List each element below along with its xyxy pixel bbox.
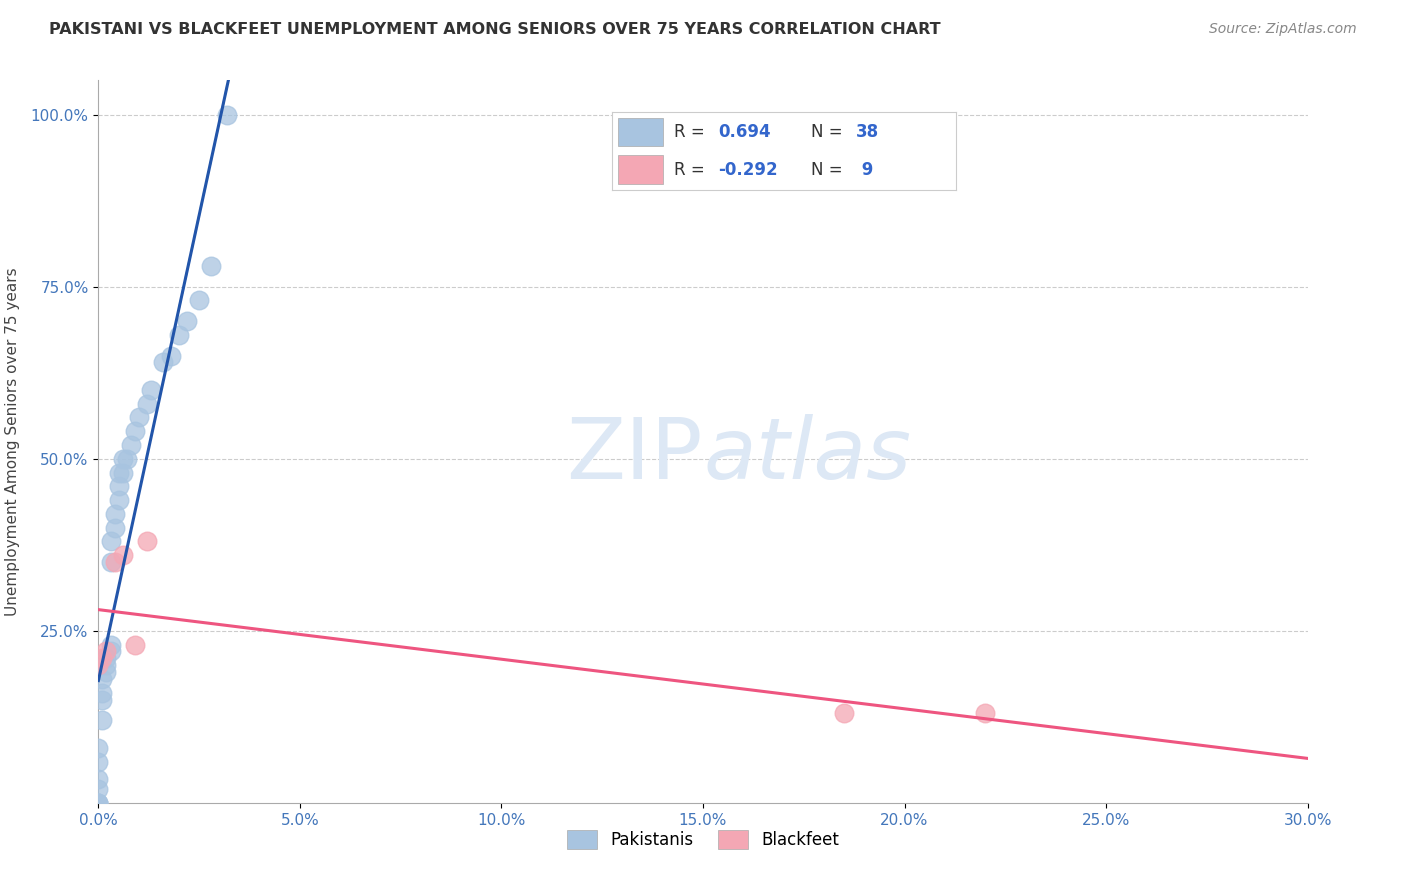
Point xyxy=(217,108,239,122)
Point xyxy=(100,534,122,549)
Point xyxy=(96,651,118,665)
Point xyxy=(87,796,110,810)
Point xyxy=(188,293,211,308)
Point xyxy=(111,466,134,480)
Point xyxy=(103,520,125,534)
Bar xyxy=(619,118,664,146)
Y-axis label: Unemployment Among Seniors over 75 years: Unemployment Among Seniors over 75 years xyxy=(4,268,20,615)
Point xyxy=(91,713,114,727)
Bar xyxy=(619,155,664,184)
Point xyxy=(87,796,110,810)
Point xyxy=(87,755,110,769)
Point xyxy=(103,507,125,521)
Point xyxy=(111,548,134,562)
Point xyxy=(100,644,122,658)
Point xyxy=(107,493,129,508)
Text: Source: ZipAtlas.com: Source: ZipAtlas.com xyxy=(1209,22,1357,37)
Legend: Pakistanis, Blackfeet: Pakistanis, Blackfeet xyxy=(560,823,846,856)
Text: 0.694: 0.694 xyxy=(718,123,770,141)
Point xyxy=(107,466,129,480)
Text: 38: 38 xyxy=(856,123,879,141)
Point xyxy=(100,638,122,652)
Text: N =: N = xyxy=(811,123,848,141)
Text: PAKISTANI VS BLACKFEET UNEMPLOYMENT AMONG SENIORS OVER 75 YEARS CORRELATION CHAR: PAKISTANI VS BLACKFEET UNEMPLOYMENT AMON… xyxy=(49,22,941,37)
Point xyxy=(120,438,142,452)
Point xyxy=(96,665,118,679)
Point xyxy=(176,314,198,328)
Point xyxy=(100,555,122,569)
Point xyxy=(135,534,157,549)
Point xyxy=(135,397,157,411)
Point xyxy=(200,259,222,273)
Text: -0.292: -0.292 xyxy=(718,161,778,178)
Point xyxy=(139,383,162,397)
Point xyxy=(167,327,190,342)
Text: 9: 9 xyxy=(856,161,873,178)
Point xyxy=(91,692,114,706)
Point xyxy=(111,451,134,466)
Point xyxy=(152,355,174,369)
Point xyxy=(115,451,138,466)
Point xyxy=(103,555,125,569)
Point xyxy=(96,658,118,673)
Point xyxy=(91,651,114,665)
Point xyxy=(107,479,129,493)
Point xyxy=(87,658,110,673)
Point xyxy=(91,686,114,700)
Point xyxy=(87,796,110,810)
Point xyxy=(87,772,110,786)
Point xyxy=(124,424,146,438)
Text: ZIP: ZIP xyxy=(567,415,703,498)
Point xyxy=(87,782,110,797)
Point xyxy=(96,644,118,658)
Point xyxy=(128,410,150,425)
Point xyxy=(91,672,114,686)
Text: atlas: atlas xyxy=(703,415,911,498)
Point xyxy=(974,706,997,721)
Text: R =: R = xyxy=(673,123,710,141)
Text: N =: N = xyxy=(811,161,848,178)
Point xyxy=(160,349,183,363)
Point xyxy=(87,740,110,755)
Text: R =: R = xyxy=(673,161,710,178)
Point xyxy=(124,638,146,652)
Point xyxy=(832,706,855,721)
